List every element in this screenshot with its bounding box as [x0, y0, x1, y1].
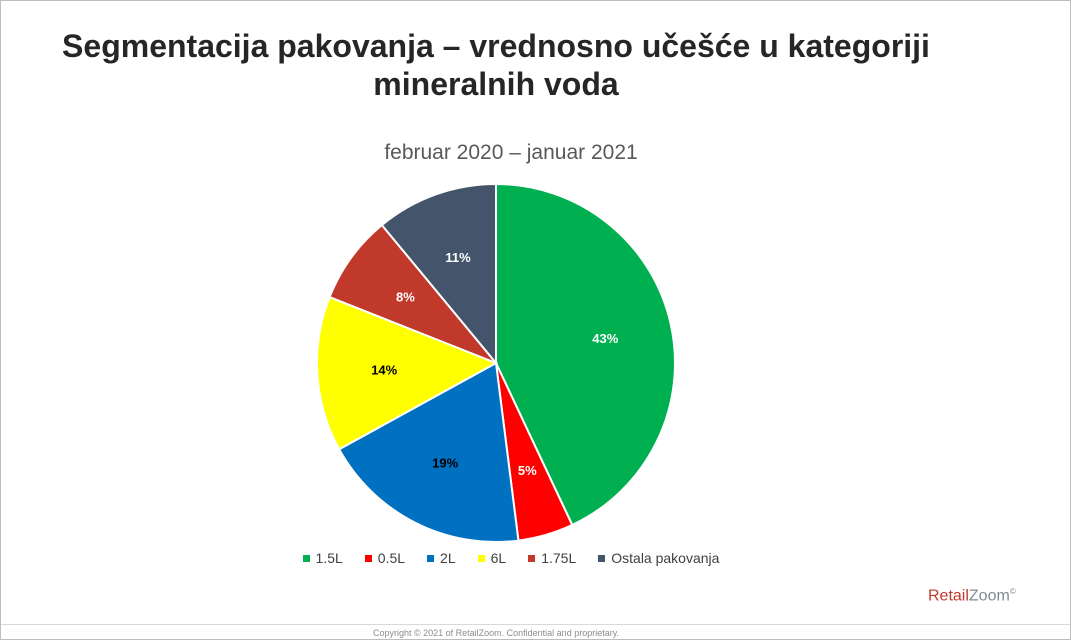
slide-title: Segmentacija pakovanja – vrednosno učešć… [1, 27, 991, 103]
data-label-ostala-pakovanja: 11% [445, 250, 471, 265]
pie-slice-6l [316, 295, 499, 451]
data-label-6l: 14% [371, 363, 397, 378]
legend-swatch [364, 554, 372, 562]
data-label-0-5l: 5% [518, 463, 537, 478]
footer-divider [1, 624, 1070, 625]
logo-text-zoom: Zoom [968, 587, 1010, 605]
legend-label: 0.5L [377, 550, 406, 566]
legend-item-6l: 6L [477, 550, 507, 566]
legend-label: 6L [490, 550, 507, 566]
legend-item-0-5l: 0.5L [364, 550, 406, 566]
legend-item-1-5l: 1.5L [302, 550, 343, 566]
slide-title-line2: mineralnih voda [373, 66, 619, 102]
legend-swatch [598, 554, 606, 562]
legend-swatch [477, 554, 485, 562]
legend-item-ostala-pakovanja: Ostala pakovanja [598, 550, 719, 566]
pie-slice-1-75l [328, 223, 497, 364]
legend-label: 2L [440, 550, 456, 566]
logo-text-retail: Retail [928, 587, 969, 605]
legend-label: Ostala pakovanja [611, 550, 720, 566]
legend-label: 1.5L [315, 550, 343, 566]
legend-label: 1.75L [541, 550, 577, 566]
logo-mark: © [1009, 587, 1016, 596]
chart-legend: 1.5L 0.5L 2L 6L 1.75L Ostala pakovanja [1, 550, 1021, 566]
chart-subtitle: februar 2020 – januar 2021 [384, 141, 638, 164]
legend-item-2l: 2L [427, 550, 456, 566]
pie-slice-2l [337, 361, 520, 543]
pie-slice-1-5l [495, 182, 676, 527]
copyright-text: Copyright © 2021 of RetailZoom. Confiden… [372, 628, 620, 638]
legend-swatch [302, 554, 310, 562]
legend-swatch [427, 554, 435, 562]
data-label-1-5l: 43% [592, 331, 618, 346]
legend-swatch [528, 554, 536, 562]
retailzoom-logo: RetailZoom© [928, 587, 1016, 605]
legend-item-1-75l: 1.75L [528, 550, 576, 566]
pie-slice-ostala-pakovanja [380, 182, 497, 366]
data-label-2l: 19% [432, 455, 458, 470]
slide-title-line1: Segmentacija pakovanja – vrednosno učešć… [62, 28, 930, 64]
data-label-1-75l: 8% [396, 290, 415, 305]
